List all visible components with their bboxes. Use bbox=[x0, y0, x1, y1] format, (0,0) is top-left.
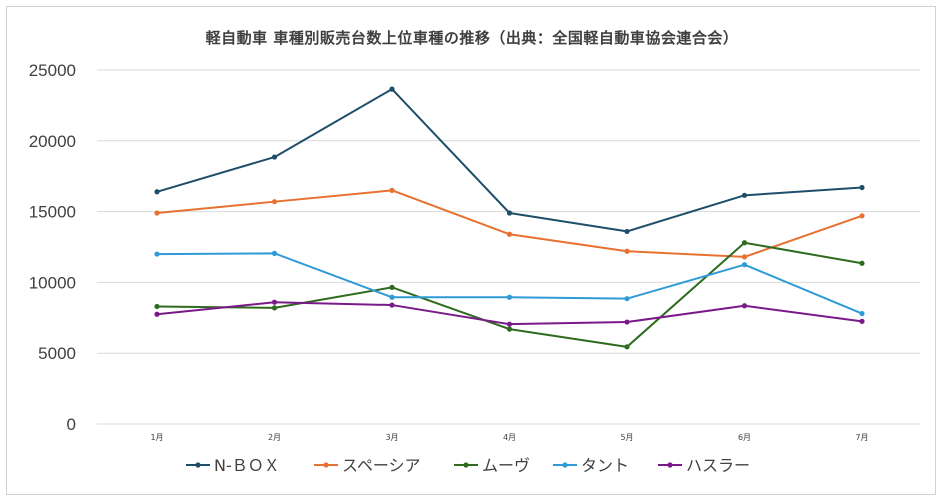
data-point bbox=[624, 344, 630, 350]
data-point bbox=[741, 303, 748, 309]
data-point bbox=[271, 154, 278, 160]
legend-label: N-ＢＯＸ bbox=[214, 456, 280, 475]
series-5 bbox=[154, 299, 865, 327]
x-tick-label: 4月 bbox=[503, 433, 516, 442]
data-point bbox=[741, 240, 748, 246]
y-tick-label: 25000 bbox=[29, 61, 76, 80]
data-point bbox=[154, 210, 160, 216]
x-tick-label: 2月 bbox=[268, 433, 281, 442]
chart-frame: 軽自動車 車種別販売台数上位車種の推移（出典：全国軽自動車協会連合会） bbox=[6, 6, 936, 495]
data-point bbox=[271, 299, 278, 305]
legend-label: ムーヴ bbox=[482, 456, 530, 475]
y-tick-label: 10000 bbox=[29, 273, 76, 292]
legend-item: タント bbox=[553, 456, 629, 475]
data-point bbox=[154, 189, 160, 195]
legend-item: スペーシア bbox=[314, 456, 421, 475]
data-point bbox=[154, 311, 160, 317]
series-3 bbox=[154, 240, 865, 350]
data-point bbox=[389, 86, 395, 92]
data-point bbox=[389, 302, 395, 308]
y-tick-label: 15000 bbox=[29, 203, 76, 222]
x-tick-label: 5月 bbox=[620, 433, 633, 442]
data-point bbox=[389, 187, 395, 193]
legend: N-ＢＯＸ スペーシア ムーヴ タント ハスラー bbox=[186, 456, 750, 475]
series-2 bbox=[154, 187, 865, 260]
data-point bbox=[859, 260, 865, 266]
data-point bbox=[859, 310, 865, 317]
legend-label: ハスラー bbox=[686, 456, 750, 475]
x-tick-label: 3月 bbox=[385, 433, 398, 442]
legend-marker bbox=[463, 462, 469, 468]
data-point bbox=[506, 294, 513, 300]
data-point bbox=[506, 321, 513, 327]
data-point bbox=[741, 254, 748, 260]
data-point bbox=[741, 262, 748, 268]
data-point bbox=[389, 294, 395, 300]
legend-item: ハスラー bbox=[658, 456, 750, 475]
data-point bbox=[506, 231, 513, 237]
series-line bbox=[156, 189, 863, 258]
series-group bbox=[154, 86, 865, 350]
chart-title: 軽自動車 車種別販売台数上位車種の推移（出典：全国軽自動車協会連合会） bbox=[205, 29, 739, 47]
x-tick-label: 7月 bbox=[855, 433, 868, 442]
data-point bbox=[271, 305, 278, 311]
x-axis-ticks: 1月 2月 3月 4月 5月 6月 7月 bbox=[150, 433, 868, 442]
data-point bbox=[859, 318, 865, 324]
data-point bbox=[154, 303, 160, 310]
data-point bbox=[624, 319, 630, 325]
data-point bbox=[271, 250, 278, 256]
legend-marker bbox=[195, 462, 201, 468]
legend-marker bbox=[562, 462, 568, 468]
data-point bbox=[624, 228, 630, 235]
y-tick-label: 5000 bbox=[38, 344, 76, 363]
data-point bbox=[741, 192, 748, 198]
x-tick-label: 1月 bbox=[150, 433, 163, 442]
data-point bbox=[624, 296, 630, 302]
series-line bbox=[156, 88, 863, 233]
series-1 bbox=[154, 86, 865, 235]
legend-marker bbox=[667, 462, 673, 468]
data-point bbox=[624, 248, 630, 254]
series-4 bbox=[154, 250, 865, 317]
y-tick-label: 0 bbox=[67, 415, 76, 434]
gridlines bbox=[97, 69, 920, 425]
series-line bbox=[156, 252, 863, 315]
data-point bbox=[859, 184, 865, 191]
series-line bbox=[156, 301, 863, 326]
data-point bbox=[271, 199, 278, 205]
legend-marker bbox=[323, 462, 329, 468]
data-point bbox=[506, 210, 513, 216]
y-tick-label: 20000 bbox=[29, 132, 76, 151]
data-point bbox=[154, 251, 160, 257]
legend-item: ムーヴ bbox=[454, 456, 530, 475]
data-point bbox=[859, 213, 865, 219]
legend-label: タント bbox=[581, 456, 629, 475]
data-point bbox=[389, 284, 395, 290]
y-axis-ticks: 0 5000 10000 15000 20000 25000 bbox=[29, 61, 76, 434]
data-point bbox=[506, 326, 513, 332]
legend-label: スペーシア bbox=[342, 456, 421, 475]
x-tick-label: 6月 bbox=[738, 433, 751, 442]
legend-item: N-ＢＯＸ bbox=[186, 456, 280, 475]
